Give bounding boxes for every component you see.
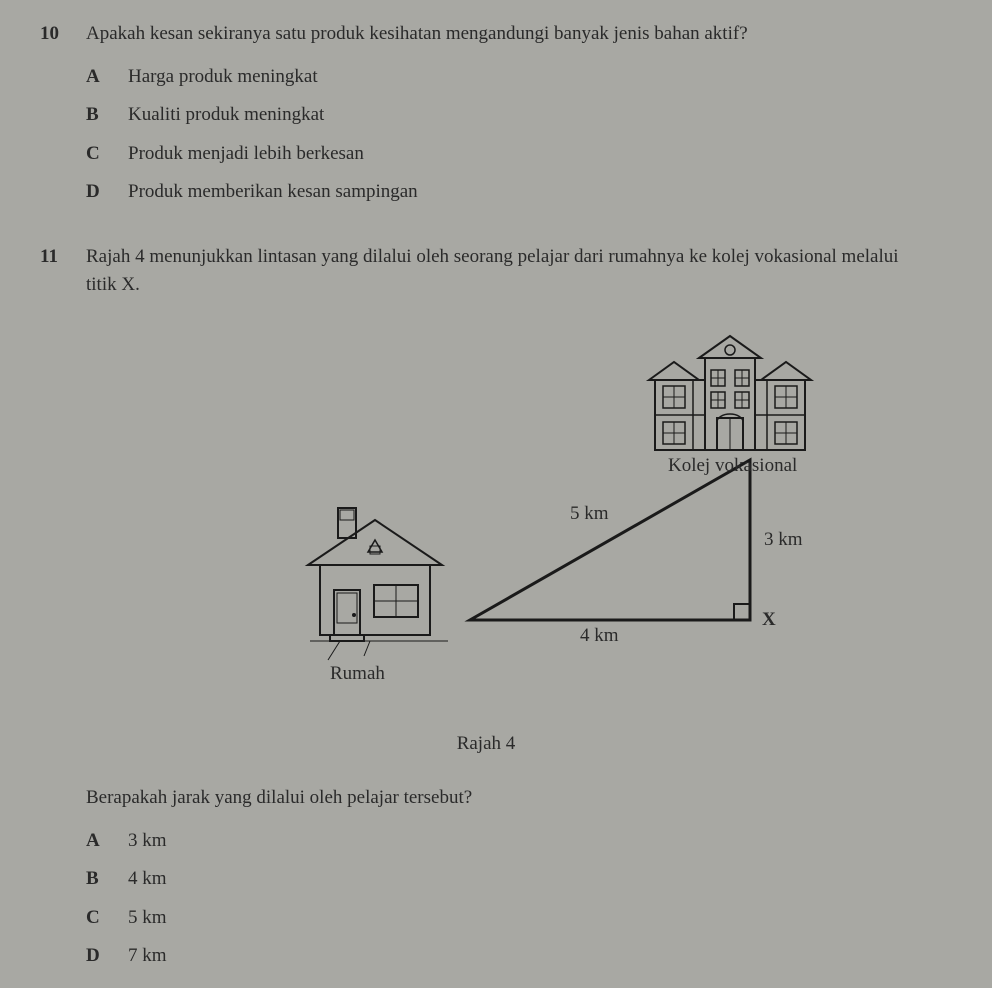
point-x-label: X — [762, 606, 776, 635]
q11-option-a[interactable]: A 3 km — [86, 827, 932, 856]
q10-text: Apakah kesan sekiranya satu produk kesih… — [86, 20, 932, 49]
q10-option-a[interactable]: A Harga produk meningkat — [86, 63, 932, 92]
option-letter: C — [86, 904, 106, 933]
figure-label: Rajah 4 — [40, 730, 932, 759]
option-text: Harga produk meningkat — [128, 63, 318, 92]
q11-text: Rajah 4 menunjukkan lintasan yang dilalu… — [86, 243, 932, 300]
option-letter: B — [86, 101, 106, 130]
option-letter: A — [86, 63, 106, 92]
q11-options: A 3 km B 4 km C 5 km D 7 km — [86, 827, 932, 971]
option-text: 7 km — [128, 942, 167, 971]
q10-options: A Harga produk meningkat B Kualiti produ… — [86, 63, 932, 207]
option-text: Kualiti produk meningkat — [128, 101, 324, 130]
right-angle-marker — [734, 604, 750, 620]
q10-number: 10 — [40, 20, 68, 49]
option-text: 4 km — [128, 865, 167, 894]
q10-option-b[interactable]: B Kualiti produk meningkat — [86, 101, 932, 130]
q11-option-c[interactable]: C 5 km — [86, 904, 932, 933]
base-label: 4 km — [580, 622, 619, 651]
option-letter: C — [86, 140, 106, 169]
q11-option-b[interactable]: B 4 km — [86, 865, 932, 894]
option-letter: D — [86, 178, 106, 207]
q10-option-d[interactable]: D Produk memberikan kesan sampingan — [86, 178, 932, 207]
diagram-svg — [160, 320, 860, 720]
q11-diagram: Kolej vokasional Rumah 5 km 3 km 4 km X — [160, 320, 860, 720]
q11-header: 11 Rajah 4 menunjukkan lintasan yang dil… — [40, 243, 932, 300]
hypotenuse-label: 5 km — [570, 500, 609, 529]
q11-subquestion: Berapakah jarak yang dilalui oleh pelaja… — [86, 784, 932, 813]
question-10: 10 Apakah kesan sekiranya satu produk ke… — [40, 20, 932, 207]
q11-option-d[interactable]: D 7 km — [86, 942, 932, 971]
height-label: 3 km — [764, 526, 803, 555]
option-letter: A — [86, 827, 106, 856]
q10-option-c[interactable]: C Produk menjadi lebih berkesan — [86, 140, 932, 169]
option-text: 3 km — [128, 827, 167, 856]
option-text: 5 km — [128, 904, 167, 933]
college-icon — [649, 336, 811, 450]
question-11: 11 Rajah 4 menunjukkan lintasan yang dil… — [40, 243, 932, 971]
q11-number: 11 — [40, 243, 68, 272]
option-letter: B — [86, 865, 106, 894]
house-label: Rumah — [330, 660, 385, 689]
house-icon — [308, 508, 448, 660]
q10-header: 10 Apakah kesan sekiranya satu produk ke… — [40, 20, 932, 49]
college-label: Kolej vokasional — [668, 452, 797, 481]
option-letter: D — [86, 942, 106, 971]
option-text: Produk menjadi lebih berkesan — [128, 140, 364, 169]
option-text: Produk memberikan kesan sampingan — [128, 178, 418, 207]
triangle-path — [470, 460, 750, 620]
